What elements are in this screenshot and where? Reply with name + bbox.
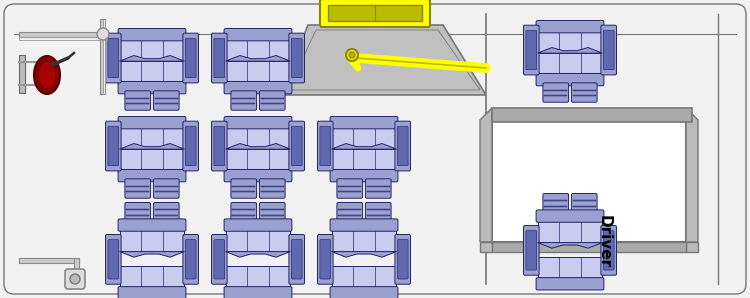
FancyBboxPatch shape xyxy=(289,235,304,284)
Bar xyxy=(338,191,361,192)
Text: Driver: Driver xyxy=(596,215,611,268)
Bar xyxy=(492,242,686,252)
FancyBboxPatch shape xyxy=(536,74,604,86)
FancyBboxPatch shape xyxy=(337,203,362,222)
FancyBboxPatch shape xyxy=(320,240,331,279)
FancyBboxPatch shape xyxy=(154,91,179,110)
Bar xyxy=(261,191,284,192)
FancyBboxPatch shape xyxy=(395,235,410,284)
FancyBboxPatch shape xyxy=(214,240,225,279)
Bar xyxy=(544,95,567,96)
FancyBboxPatch shape xyxy=(185,240,196,279)
FancyBboxPatch shape xyxy=(524,226,539,275)
Bar xyxy=(367,209,389,210)
FancyBboxPatch shape xyxy=(214,126,225,166)
FancyBboxPatch shape xyxy=(118,170,186,182)
Circle shape xyxy=(70,274,80,284)
FancyBboxPatch shape xyxy=(211,33,227,83)
Bar xyxy=(103,19,105,94)
FancyBboxPatch shape xyxy=(154,203,179,222)
Bar xyxy=(544,90,567,91)
Bar xyxy=(338,209,361,210)
FancyBboxPatch shape xyxy=(395,121,410,171)
Polygon shape xyxy=(538,243,602,248)
Bar xyxy=(119,30,184,61)
Bar xyxy=(261,209,284,210)
Bar xyxy=(332,149,397,180)
FancyBboxPatch shape xyxy=(260,91,285,110)
FancyBboxPatch shape xyxy=(317,121,333,171)
FancyBboxPatch shape xyxy=(154,179,179,198)
FancyBboxPatch shape xyxy=(118,219,186,231)
Bar xyxy=(492,112,686,242)
FancyBboxPatch shape xyxy=(289,33,304,83)
FancyBboxPatch shape xyxy=(330,219,398,231)
Bar xyxy=(232,186,255,187)
FancyBboxPatch shape xyxy=(118,117,186,129)
Bar xyxy=(119,118,184,149)
Circle shape xyxy=(349,52,355,58)
FancyBboxPatch shape xyxy=(330,117,398,129)
FancyBboxPatch shape xyxy=(224,170,292,182)
FancyBboxPatch shape xyxy=(330,170,398,182)
Bar xyxy=(226,266,290,297)
Bar xyxy=(155,186,178,187)
Bar xyxy=(127,98,149,99)
FancyBboxPatch shape xyxy=(536,21,604,33)
Bar xyxy=(261,186,284,187)
FancyBboxPatch shape xyxy=(125,203,151,222)
Bar xyxy=(155,215,178,216)
Bar xyxy=(226,61,290,92)
FancyBboxPatch shape xyxy=(536,278,604,290)
FancyBboxPatch shape xyxy=(211,121,227,171)
Bar xyxy=(119,149,184,180)
FancyBboxPatch shape xyxy=(106,235,121,284)
Bar xyxy=(127,191,149,192)
FancyBboxPatch shape xyxy=(231,91,256,110)
Polygon shape xyxy=(480,242,492,252)
FancyBboxPatch shape xyxy=(398,126,408,166)
FancyBboxPatch shape xyxy=(224,81,292,94)
Bar xyxy=(328,5,422,21)
Ellipse shape xyxy=(34,56,60,94)
FancyBboxPatch shape xyxy=(214,38,225,78)
FancyBboxPatch shape xyxy=(291,126,302,166)
FancyBboxPatch shape xyxy=(125,91,151,110)
FancyBboxPatch shape xyxy=(601,25,616,75)
Bar xyxy=(544,206,567,207)
Bar xyxy=(538,22,602,53)
Polygon shape xyxy=(226,144,290,149)
Polygon shape xyxy=(226,55,290,61)
FancyBboxPatch shape xyxy=(231,179,256,198)
FancyBboxPatch shape xyxy=(185,126,196,166)
FancyBboxPatch shape xyxy=(320,0,430,27)
Bar xyxy=(338,215,361,216)
FancyBboxPatch shape xyxy=(603,30,614,70)
Polygon shape xyxy=(280,25,486,95)
Polygon shape xyxy=(119,252,184,257)
FancyBboxPatch shape xyxy=(183,121,199,171)
Polygon shape xyxy=(332,252,397,257)
FancyBboxPatch shape xyxy=(398,240,408,279)
Bar xyxy=(367,191,389,192)
FancyBboxPatch shape xyxy=(231,203,256,222)
Bar xyxy=(226,118,290,149)
FancyBboxPatch shape xyxy=(118,81,186,94)
FancyBboxPatch shape xyxy=(183,33,199,83)
FancyBboxPatch shape xyxy=(365,203,391,222)
FancyBboxPatch shape xyxy=(211,235,227,284)
FancyBboxPatch shape xyxy=(224,29,292,41)
Bar xyxy=(127,186,149,187)
FancyBboxPatch shape xyxy=(183,235,199,284)
Bar xyxy=(155,103,178,104)
FancyBboxPatch shape xyxy=(317,235,333,284)
Bar xyxy=(226,149,290,180)
FancyBboxPatch shape xyxy=(603,231,614,270)
FancyBboxPatch shape xyxy=(185,38,196,78)
FancyBboxPatch shape xyxy=(291,38,302,78)
Bar xyxy=(226,30,290,61)
FancyBboxPatch shape xyxy=(108,38,118,78)
Bar xyxy=(538,53,602,84)
FancyBboxPatch shape xyxy=(330,287,398,298)
